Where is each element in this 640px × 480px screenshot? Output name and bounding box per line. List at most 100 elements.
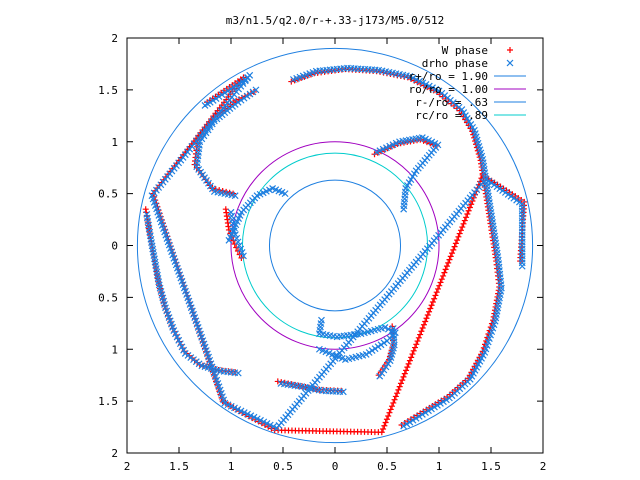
drho-phase-point — [368, 347, 376, 355]
w-phase-point — [386, 409, 393, 416]
x-tick-label: 1 — [228, 460, 235, 473]
drho-phase-point — [234, 98, 242, 106]
drho-phase-point — [518, 262, 526, 270]
w-phase-point — [438, 276, 445, 283]
w-phase-point — [426, 308, 433, 315]
drho-phase-point — [231, 100, 239, 108]
drho-phase-point — [412, 414, 420, 422]
drho-phase-point — [365, 349, 373, 356]
x-tick-label: 0 — [332, 460, 339, 473]
drho-phase-point — [425, 82, 433, 90]
w-phase-point — [461, 217, 468, 224]
legend-label: drho phase — [422, 57, 488, 70]
drho-phase-point — [422, 81, 430, 88]
w-phase-point — [403, 367, 410, 374]
w-phase-point — [436, 282, 443, 289]
drho-phase-point — [178, 343, 186, 351]
w-phase-point — [391, 396, 398, 403]
w-phase-point — [380, 425, 387, 432]
w-phase-point — [440, 272, 447, 279]
w-phase-point — [410, 347, 417, 354]
w-phase-point — [463, 214, 470, 221]
w-phase-point — [418, 328, 425, 335]
w-phase-point — [464, 211, 471, 218]
drho-phase-point — [432, 85, 440, 93]
x-tick-label: 1.5 — [481, 460, 501, 473]
w-phase-point — [385, 412, 392, 419]
w-phase-point — [405, 360, 412, 367]
w-phase-point — [151, 193, 158, 200]
w-phase-point — [454, 237, 461, 244]
y-tick-labels: 2 1.5 1 0.5 0 0.5 1 1.5 2 — [98, 32, 118, 460]
drho-phase-point — [416, 77, 424, 85]
w-phase-point — [389, 403, 396, 410]
x-tick-label: 0.5 — [377, 460, 397, 473]
w-phase-point — [420, 321, 427, 328]
w-phase-point — [382, 419, 389, 426]
legend-label: W phase — [442, 44, 488, 57]
w-phase-point — [450, 246, 457, 253]
reference-circles — [136, 47, 534, 444]
drho-phase-point — [380, 339, 388, 347]
w-phase-point — [415, 334, 422, 341]
drho-phase-point — [224, 87, 232, 95]
drho-phase-point — [206, 98, 214, 106]
drho-phase-point — [418, 411, 426, 418]
w-phase-point — [413, 341, 420, 348]
x-tick-labels: 2 1.5 1 0.5 0 0.5 1 1.5 2 — [124, 460, 547, 473]
drho-phase-point — [243, 92, 251, 100]
w-phase-point — [398, 421, 405, 428]
axis-ticks — [126, 37, 544, 454]
drho-phase-point — [419, 79, 427, 87]
legend-label: ro/ro = 1.00 — [409, 83, 488, 96]
drho-phase-point — [412, 76, 420, 84]
drho-phase-point — [378, 369, 386, 377]
w-phase-point — [392, 393, 399, 400]
w-phase-point — [408, 354, 415, 361]
w-phase-point — [409, 351, 416, 358]
w-phase-point — [231, 241, 238, 248]
w-phase-point — [414, 338, 421, 345]
drho-phase-point — [386, 357, 394, 365]
w-phase-point — [465, 207, 472, 214]
legend-label: rc/ro = .89 — [415, 109, 488, 122]
drho-phase-point — [172, 330, 179, 338]
drho-phase-point — [233, 81, 241, 89]
drho-phase-point — [422, 409, 429, 416]
w-phase-point — [381, 422, 388, 429]
x-tick-label: 1 — [436, 460, 443, 473]
drho-phase-point — [377, 341, 385, 349]
w-phase-point — [378, 429, 385, 436]
w-phase-point — [441, 269, 448, 276]
drho-phase-point — [240, 252, 247, 260]
w-phase-point — [400, 373, 407, 380]
w-phase-point — [460, 220, 467, 227]
w-phase-point — [394, 390, 401, 397]
drho-phase-point — [252, 86, 260, 94]
drho-phase-point — [175, 336, 183, 344]
drho-phase-point — [400, 422, 408, 430]
drho-phase-point — [400, 205, 408, 213]
drho-phase-point — [237, 96, 245, 104]
drho-phase-point — [409, 74, 417, 82]
x-tick-label: 0.5 — [273, 460, 293, 473]
w-phase-point — [452, 240, 459, 247]
drho-phase-point — [246, 90, 254, 98]
circle-ro-line — [230, 141, 440, 350]
w-phase-point — [423, 315, 430, 322]
w-phase-point — [455, 233, 462, 240]
drho-phase-point — [170, 327, 178, 334]
w-phase-point — [466, 204, 473, 211]
w-phase-point — [401, 370, 408, 377]
w-phase-point — [399, 377, 406, 384]
w-phase-point — [427, 305, 434, 312]
w-phase-point — [383, 416, 390, 423]
legend-marker — [506, 59, 514, 67]
w-phase-point — [417, 331, 424, 338]
drho-phase-point — [212, 95, 220, 102]
drho-phase-point — [380, 366, 388, 374]
y-tick-label: 1.5 — [98, 84, 118, 97]
drho-phase-point — [240, 94, 248, 102]
drho-phase-point — [221, 89, 229, 97]
